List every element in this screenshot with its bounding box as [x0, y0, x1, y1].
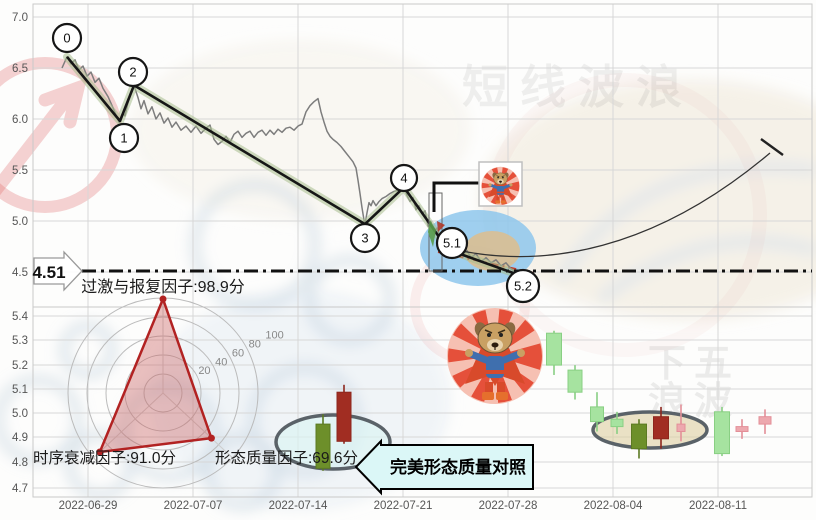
wave-marker-circle-5.1: [435, 226, 469, 260]
wave-crest: [555, 162, 816, 304]
y-tick-label: 4.8: [12, 457, 28, 469]
pattern-ellipse-khaki: [591, 410, 709, 450]
series-layer: 20 40 60 80 100: [61, 52, 812, 489]
x-tick-label: 2022-06-29: [59, 500, 118, 512]
x-tick-label: 2022-08-04: [584, 500, 643, 512]
candle-body: [590, 406, 604, 423]
wave-marker-label-5.2: 5.2: [514, 279, 532, 294]
projection-arc: [451, 152, 771, 258]
wave-marker-label-3: 3: [361, 231, 368, 246]
x-tick-label: 2022-07-28: [479, 500, 538, 512]
y-tick-label: 4.7: [12, 483, 28, 495]
axis-labels: 7.0 6.5 6.0 5.5 5.0 4.5 5.4 5.3 5.2 5.1 5.0 4.9 4.8 4…: [12, 12, 747, 512]
candle-body: [735, 426, 749, 433]
y-tick-label: 5.1: [12, 384, 28, 396]
radar-spoke: [162, 392, 241, 465]
candle-body: [336, 391, 352, 442]
y-tick-label: 5.2: [12, 360, 28, 372]
y-tick-label: 5.3: [12, 335, 28, 347]
wave-marker-label-4: 4: [400, 171, 407, 186]
wave-marker-label-5.1: 5.1: [443, 236, 461, 251]
x-tick-label: 2022-07-21: [374, 500, 433, 512]
wave-marker-label-1: 1: [120, 131, 127, 146]
factor-pattern-quality-label: 形态质量因子:69.6分: [215, 449, 358, 467]
plot-border: [32, 3, 813, 498]
wash-beige-2: [130, 40, 470, 220]
y-tick-label: 5.0: [12, 408, 28, 420]
y-tick-label: 4.5: [12, 267, 28, 279]
wave-marker-circle-0: [51, 22, 83, 54]
mascot-connector-line: [432, 181, 479, 212]
perfect-pattern-callout: 完美形态质量对照: [354, 438, 534, 496]
price-level-label: 4.51: [32, 263, 65, 282]
x-tick-label: 2022-07-14: [269, 500, 328, 512]
wave-marker-circle-4: [389, 163, 419, 193]
x-tick-label: 2022-08-11: [689, 500, 747, 512]
radar-ring-label: 60: [232, 347, 244, 359]
watermark-top: 短线波浪: [462, 61, 694, 113]
annotation-layer: 0 1 2 3 4 5.1 5.2: [51, 22, 784, 304]
y-tick-label: 5.0: [12, 216, 28, 228]
radar-ring-label: 100: [265, 330, 283, 342]
candle-body: [653, 416, 669, 440]
candle-body: [631, 423, 647, 450]
candle-body: [546, 332, 562, 366]
factor-time-decay-label: 时序衰减因子:91.0分: [33, 449, 176, 467]
y-tick-label: 6.0: [12, 114, 28, 126]
wave-marker-label-0: 0: [63, 31, 70, 46]
radar-vertex-dot: [159, 295, 167, 303]
pattern-ellipse-cyan: [274, 413, 392, 471]
radar-ring-label: 80: [249, 338, 261, 350]
price-level-callout: 4.51: [32, 250, 83, 292]
superdog-mascot-large: [447, 308, 543, 404]
wave-marker-circle-5.2: [505, 268, 541, 304]
projection-arc-endbar: [760, 138, 784, 156]
candle-body: [315, 423, 331, 469]
left-arrow-shape: [354, 438, 534, 496]
buy-marker: [428, 220, 436, 247]
y-tick-label: 5.5: [12, 165, 28, 177]
wave-marker-circle-2: [117, 56, 149, 88]
superdog-mascot-icon: [481, 167, 519, 205]
wave-marker-circle-3: [349, 222, 381, 254]
mascot-thumbnail-box: [479, 162, 522, 206]
perfect-pattern-label: 完美形态质量对照: [390, 457, 526, 477]
candle-body: [676, 423, 686, 433]
candle-body: [567, 369, 583, 393]
y-tick-label: 7.0: [12, 12, 28, 24]
sell-marker: [437, 221, 445, 232]
radar-polygon: [98, 297, 213, 454]
candle-body: [610, 418, 624, 428]
x-tick-label: 2022-07-07: [164, 500, 223, 512]
wave-marker-circle-1: [108, 122, 140, 154]
y-tick-label: 4.9: [12, 432, 28, 444]
wave-marker-label-2: 2: [129, 65, 136, 80]
factor-overreaction-label: 过激与报复因子:98.9分: [81, 278, 245, 296]
y-tick-label: 5.4: [12, 311, 29, 323]
y-tick-label: 6.5: [12, 63, 28, 75]
radar-vertex-dot: [96, 448, 104, 456]
radar-ring-label: 40: [215, 356, 227, 368]
price-level-arrow-shape: [33, 250, 83, 292]
candle-body: [758, 416, 772, 425]
watermark-corner-1: 下五: [648, 343, 740, 385]
candle-body: [714, 411, 730, 455]
radar-ring-label: 20: [198, 365, 210, 377]
radar-vertex-dot: [207, 434, 215, 442]
